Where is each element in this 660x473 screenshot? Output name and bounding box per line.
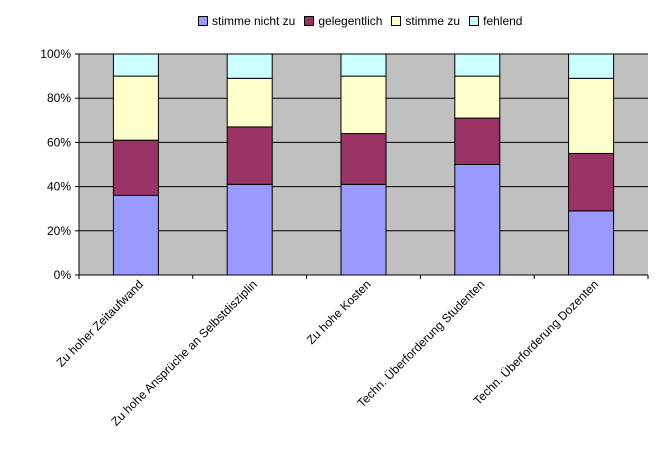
y-tick-label: 100%: [40, 47, 71, 61]
bars: [112, 53, 615, 276]
bar-segment: [340, 53, 387, 77]
bar-segment: [226, 126, 273, 185]
bar-segment: [454, 53, 501, 77]
x-tick-label: Zu hohe Kosten: [304, 277, 374, 347]
legend-swatch: [304, 16, 315, 26]
bar-segment: [112, 194, 159, 276]
y-tick-label: 80%: [47, 91, 71, 105]
bar-segment: [340, 133, 387, 185]
legend-swatch: [198, 16, 208, 26]
y-tick-label: 40%: [47, 180, 71, 194]
bar-segment: [568, 77, 615, 154]
legend-item-stimme-zu: stimme zu: [391, 14, 460, 28]
bar-segment: [568, 53, 615, 79]
x-tick-label: Techn. Überforderung Studenten: [354, 277, 487, 410]
legend-item-stimme-nicht-zu: stimme nicht zu: [198, 14, 295, 28]
bar-segment: [226, 183, 273, 276]
legend-item-fehlend: fehlend: [469, 14, 522, 28]
legend-item-gelegentlich: gelegentlich: [304, 14, 382, 28]
bar-segment: [568, 152, 615, 212]
x-tick-label: Zu hoher Zeitaufwand: [54, 277, 146, 369]
bar-segment: [112, 75, 159, 141]
axes: [78, 54, 649, 279]
y-tick-label: 20%: [47, 224, 71, 238]
x-tick-label: Techn. Überforderung Dozenten: [471, 277, 602, 408]
y-tick-labels: 0% 20% 40% 60% 80% 100%: [40, 47, 71, 282]
bar-segment: [340, 183, 387, 276]
legend-swatch: [391, 16, 402, 26]
bar-segment: [454, 117, 501, 165]
bar-segment: [226, 53, 273, 79]
legend: stimme nicht zu gelegentlich stimme zu f…: [198, 14, 531, 28]
legend-label: stimme nicht zu: [212, 14, 296, 28]
bar-segment: [454, 164, 501, 276]
bar-segment: [112, 139, 159, 196]
bar-segment: [112, 53, 159, 77]
bar-segment: [568, 210, 615, 276]
legend-swatch: [469, 16, 480, 26]
bar-segment: [226, 77, 273, 128]
legend-label: gelegentlich: [318, 14, 383, 28]
bar-segment: [340, 75, 387, 135]
bar-segment: [454, 75, 501, 119]
legend-label: fehlend: [483, 14, 523, 28]
y-tick-label: 0%: [54, 268, 72, 282]
y-tick-label: 60%: [47, 135, 71, 149]
legend-label: stimme zu: [405, 14, 461, 28]
